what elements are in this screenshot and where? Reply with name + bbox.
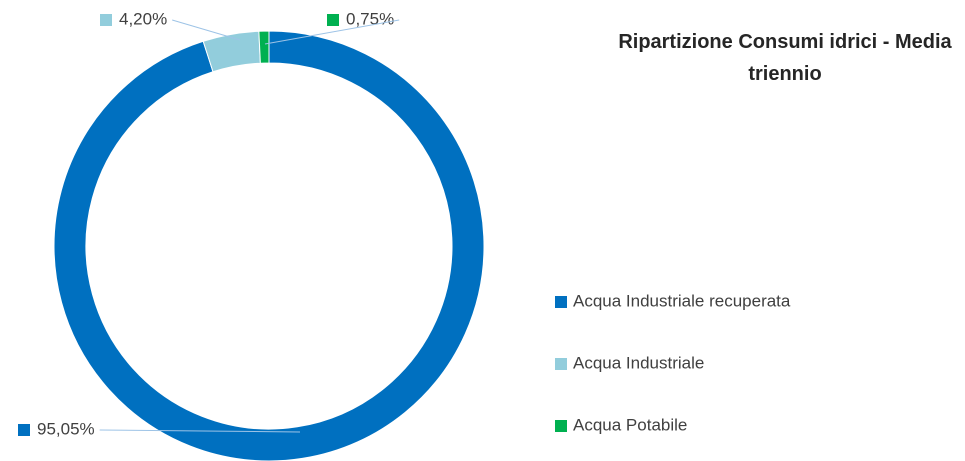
leader-line	[99, 429, 301, 433]
label-swatch	[18, 424, 30, 436]
leader-line	[172, 19, 241, 41]
donut-slice	[53, 30, 485, 461]
legend-label: Acqua Industriale recuperata	[573, 291, 791, 310]
legend-swatch	[555, 358, 567, 370]
data-label: 4,20%	[119, 9, 167, 28]
label-swatch	[327, 14, 339, 26]
legend-swatch	[555, 296, 567, 308]
donut-slice	[258, 30, 270, 64]
legend-swatch	[555, 420, 567, 432]
label-swatch	[100, 14, 112, 26]
data-label: 95,05%	[37, 419, 95, 438]
chart-title: Ripartizione Consumi idrici - Media trie…	[618, 31, 952, 85]
leader-line	[264, 19, 400, 45]
data-label: 0,75%	[346, 9, 394, 28]
legend-label: Acqua Potabile	[573, 415, 687, 434]
legend-label: Acqua Industriale	[573, 353, 704, 372]
